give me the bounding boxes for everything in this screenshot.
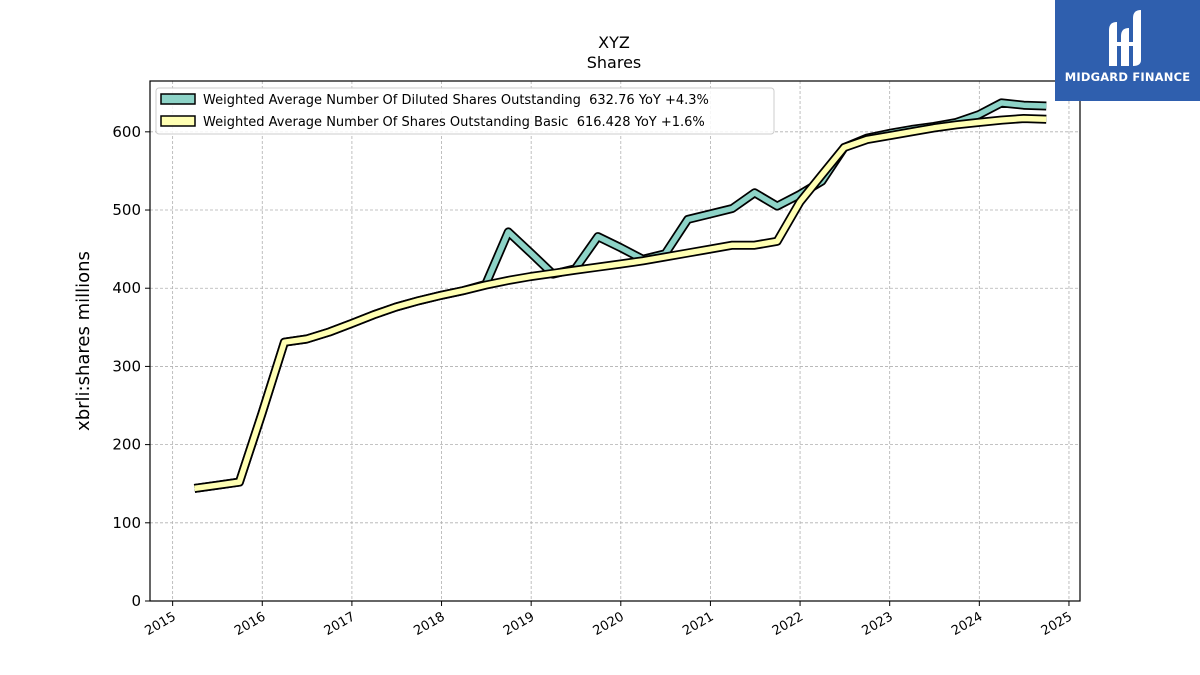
- chart-subtitle: Shares: [587, 53, 642, 72]
- series-line-0: [194, 100, 1047, 492]
- y-tick-label: 600: [112, 123, 141, 141]
- y-tick-label: 200: [112, 436, 141, 454]
- x-axis-ticks: 2015 2016 2017 2018 2019 2020 2021 2022 2023 2024…: [142, 601, 1075, 639]
- legend-swatch-diluted: [160, 93, 196, 105]
- chart-title: XYZ: [598, 33, 630, 52]
- x-tick-label: 2019: [501, 609, 537, 639]
- x-tick-label: 2016: [232, 609, 268, 639]
- y-tick-label: 500: [112, 201, 141, 219]
- y-axis-label: xbrli:shares millions: [73, 251, 94, 431]
- x-tick-label: 2024: [949, 609, 985, 639]
- y-tick-label: 100: [112, 514, 141, 532]
- midgard-finance-logo: MIDGARD FINANCE: [1055, 0, 1200, 101]
- x-tick-label: 2020: [591, 609, 627, 639]
- grid-lines: [150, 81, 1080, 602]
- legend-box: [155, 87, 775, 135]
- legend-label-diluted: Weighted Average Number Of Diluted Share…: [203, 93, 709, 108]
- y-tick-label: 400: [112, 279, 141, 297]
- x-tick-label: 2023: [860, 609, 896, 639]
- x-tick-label: 2022: [770, 609, 806, 639]
- series-line-1: [194, 115, 1047, 492]
- legend-label-basic: Weighted Average Number Of Shares Outsta…: [203, 115, 705, 130]
- series-outline-0: [193, 98, 1047, 493]
- series-layer: [193, 98, 1047, 493]
- x-tick-label: 2021: [680, 609, 716, 639]
- x-tick-label: 2025: [1039, 609, 1075, 639]
- midgard-logo-icon: [1109, 10, 1141, 66]
- x-tick-label: 2017: [322, 609, 358, 639]
- plot-frame: [149, 80, 1081, 602]
- logo-text: MIDGARD FINANCE: [1064, 70, 1191, 84]
- y-axis-ticks: 0 100 200 300 400 500 600: [112, 123, 150, 610]
- legend-swatch-basic: [160, 115, 196, 127]
- y-tick-label: 0: [131, 592, 141, 610]
- x-tick-label: 2015: [142, 609, 178, 639]
- x-tick-label: 2018: [411, 609, 447, 639]
- y-tick-label: 300: [112, 357, 141, 375]
- legend: Weighted Average Number Of Diluted Share…: [155, 87, 775, 135]
